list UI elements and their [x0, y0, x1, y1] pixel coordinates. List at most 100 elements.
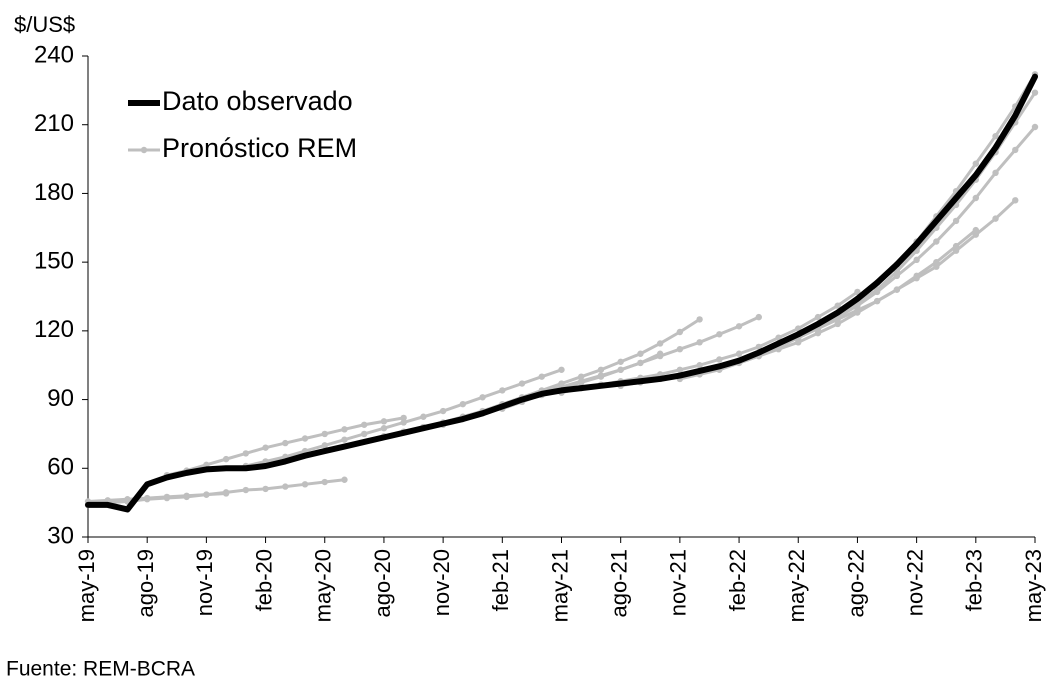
data-point	[656, 350, 664, 357]
data-point	[479, 394, 486, 401]
y-tick-label: 150	[34, 247, 74, 274]
data-point	[262, 444, 269, 451]
data-point	[755, 313, 762, 321]
data-point	[735, 350, 743, 357]
x-tick-label: feb-22	[725, 549, 750, 611]
x-tick-label: feb-23	[962, 549, 987, 611]
x-tick-label: nov-19	[192, 549, 217, 616]
data-point	[1012, 197, 1019, 204]
data-point	[952, 217, 960, 225]
x-tick-label: ago-21	[607, 549, 632, 618]
data-point	[854, 309, 861, 316]
data-point	[814, 329, 822, 337]
data-point	[597, 373, 605, 380]
data-point	[321, 478, 328, 486]
data-point	[933, 238, 940, 245]
y-tick-label: 120	[34, 316, 74, 343]
data-point	[361, 421, 368, 428]
x-tick-label: feb-21	[488, 549, 513, 611]
data-point	[992, 215, 999, 222]
data-point	[439, 407, 447, 415]
data-point	[361, 430, 368, 438]
data-point	[913, 256, 920, 264]
data-point	[933, 258, 940, 266]
series-line	[86, 491, 228, 503]
data-point	[341, 476, 348, 483]
data-point	[1031, 123, 1039, 131]
x-tick-label: nov-21	[666, 549, 691, 616]
data-point	[676, 345, 684, 353]
series-line	[855, 72, 1037, 301]
y-axis-label: $/US$	[14, 12, 75, 37]
data-point	[380, 425, 388, 432]
series-line	[560, 290, 859, 395]
y-tick-label: 60	[47, 454, 74, 481]
data-point	[637, 359, 644, 367]
data-point	[538, 373, 545, 380]
legend-marker	[140, 146, 148, 154]
data-point	[459, 400, 467, 408]
data-point	[775, 334, 782, 341]
series-line	[619, 198, 1017, 388]
data-point	[637, 350, 644, 357]
data-point	[578, 379, 585, 386]
data-point	[341, 436, 348, 443]
data-point	[597, 366, 605, 373]
data-point	[972, 226, 980, 234]
x-tick-label: may-21	[547, 549, 572, 622]
y-tick-label: 30	[47, 522, 74, 549]
y-tick-label: 240	[34, 41, 74, 68]
data-point	[1012, 146, 1019, 154]
legend-label: Dato observado	[162, 86, 353, 116]
data-point	[617, 358, 624, 365]
data-point	[124, 496, 131, 503]
data-point	[163, 493, 171, 501]
data-point	[558, 366, 565, 373]
data-point	[972, 194, 980, 202]
data-point	[716, 356, 723, 363]
data-point	[795, 339, 802, 346]
data-point	[242, 486, 250, 494]
data-point	[400, 419, 407, 426]
data-point	[301, 435, 309, 442]
data-point	[203, 491, 210, 498]
data-point	[262, 485, 269, 493]
data-point	[1031, 89, 1039, 96]
data-point	[735, 323, 743, 330]
x-tick-label: nov-22	[902, 549, 927, 616]
source: Fuente: REM-BCRA	[6, 658, 195, 681]
data-point	[873, 286, 881, 293]
data-point	[321, 430, 328, 438]
data-point	[242, 450, 250, 457]
data-point	[696, 362, 703, 369]
data-point	[972, 160, 980, 167]
data-point	[400, 414, 407, 422]
data-point	[696, 339, 703, 346]
x-tick-label: feb-20	[251, 549, 276, 611]
x-tick-label: ago-19	[133, 549, 158, 618]
data-point	[933, 263, 940, 270]
x-tick-label: may-20	[311, 549, 336, 622]
data-point	[341, 426, 348, 433]
x-tick-label: ago-22	[843, 549, 868, 618]
data-point	[301, 481, 309, 488]
data-point	[696, 316, 703, 323]
data-point	[222, 490, 230, 497]
data-point	[518, 380, 526, 387]
data-point	[716, 331, 723, 338]
legend-label: Pronóstico REM	[162, 133, 357, 163]
x-tick-label: may-22	[784, 549, 809, 622]
series-line	[165, 416, 406, 477]
data-point	[952, 242, 960, 250]
series-line	[737, 125, 1037, 365]
data-point	[873, 297, 881, 305]
y-tick-label: 90	[47, 385, 74, 412]
data-point	[282, 439, 289, 447]
y-tick-label: 180	[34, 179, 74, 206]
data-point	[282, 483, 289, 490]
data-point	[814, 313, 822, 321]
data-point	[420, 413, 427, 420]
data-point	[755, 343, 762, 351]
